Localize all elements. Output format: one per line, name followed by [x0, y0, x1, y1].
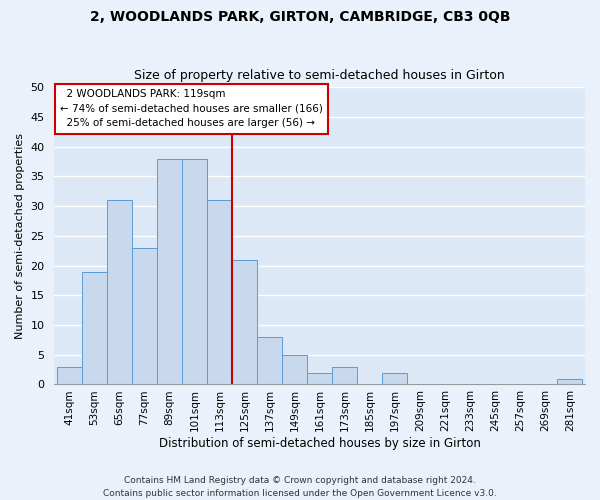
Bar [332, 366, 357, 384]
Bar [132, 248, 157, 384]
Bar [257, 337, 282, 384]
Bar [57, 366, 82, 384]
Bar [157, 158, 182, 384]
Bar [207, 200, 232, 384]
Bar [282, 354, 307, 384]
Bar [82, 272, 107, 384]
Bar [307, 372, 332, 384]
Title: Size of property relative to semi-detached houses in Girton: Size of property relative to semi-detach… [134, 69, 505, 82]
Text: 2 WOODLANDS PARK: 119sqm
← 74% of semi-detached houses are smaller (166)
  25% o: 2 WOODLANDS PARK: 119sqm ← 74% of semi-d… [60, 89, 323, 128]
X-axis label: Distribution of semi-detached houses by size in Girton: Distribution of semi-detached houses by … [159, 437, 481, 450]
Y-axis label: Number of semi-detached properties: Number of semi-detached properties [15, 133, 25, 339]
Bar [107, 200, 132, 384]
Text: Contains HM Land Registry data © Crown copyright and database right 2024.
Contai: Contains HM Land Registry data © Crown c… [103, 476, 497, 498]
Bar [182, 158, 207, 384]
Bar [382, 372, 407, 384]
Bar [232, 260, 257, 384]
Bar [557, 378, 583, 384]
Text: 2, WOODLANDS PARK, GIRTON, CAMBRIDGE, CB3 0QB: 2, WOODLANDS PARK, GIRTON, CAMBRIDGE, CB… [90, 10, 510, 24]
